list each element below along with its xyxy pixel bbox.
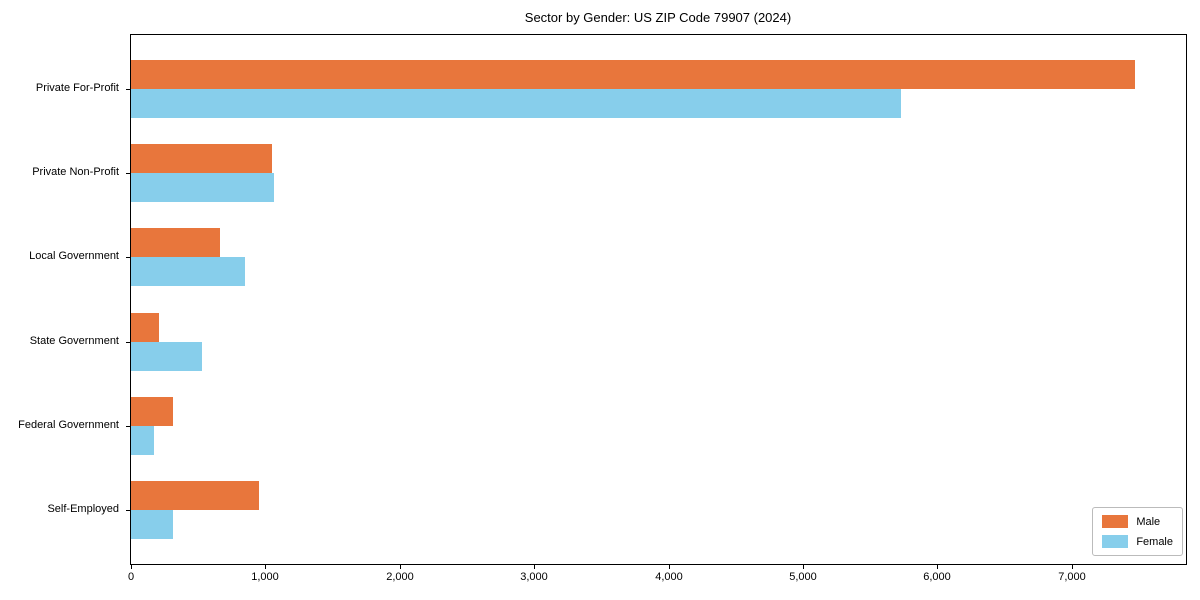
bar-male-3 [131,228,221,257]
bar-female-2 [131,173,274,202]
x-tick-mark [669,565,670,569]
x-tick-mark [1072,565,1073,569]
category-label: Self-Employed [47,503,119,515]
y-tick-mark [126,342,130,343]
x-tick-label: 0 [127,571,135,583]
bar-female-1 [131,89,902,118]
bar-male-1 [131,60,1135,89]
x-tick-mark [400,565,401,569]
y-tick-mark [126,257,130,258]
legend-swatch-female [1102,535,1129,548]
x-tick-mark [265,565,266,569]
bar-female-5 [131,426,154,455]
bar-male-5 [131,397,174,426]
bar-female-3 [131,257,245,286]
x-tick-label: 4,000 [655,571,683,583]
y-tick-mark [126,89,130,90]
category-label: Federal Government [18,419,119,431]
category-label: Private For-Profit [35,82,119,94]
x-tick-mark [534,565,535,569]
x-tick-label: 3,000 [520,571,548,583]
category-label: Local Government [29,250,119,262]
x-tick-mark [803,565,804,569]
y-tick-mark [126,510,130,511]
bar-female-4 [131,342,203,371]
legend-label: Male [1136,515,1161,528]
x-tick-label: 5,000 [789,571,817,583]
y-tick-mark [126,173,130,174]
bar-male-4 [131,313,159,342]
legend-swatch-male [1102,515,1129,528]
plot-area [130,34,1187,565]
legend-label: Female [1136,535,1173,548]
category-label: Private Non-Profit [32,166,119,178]
x-tick-label: 6,000 [923,571,951,583]
x-tick-label: 1,000 [251,571,279,583]
x-tick-label: 2,000 [386,571,414,583]
category-label: State Government [29,335,119,347]
bar-female-6 [131,510,174,539]
y-tick-mark [126,426,130,427]
legend: Male Female [1092,507,1183,556]
bar-male-2 [131,144,273,173]
chart-title: Sector by Gender: US ZIP Code 79907 (202… [524,10,792,25]
x-tick-mark [937,565,938,569]
bar-male-6 [131,481,260,510]
legend-item-male: Male [1102,515,1173,528]
x-tick-mark [131,565,132,569]
legend-item-female: Female [1102,535,1173,548]
x-tick-label: 7,000 [1058,571,1086,583]
